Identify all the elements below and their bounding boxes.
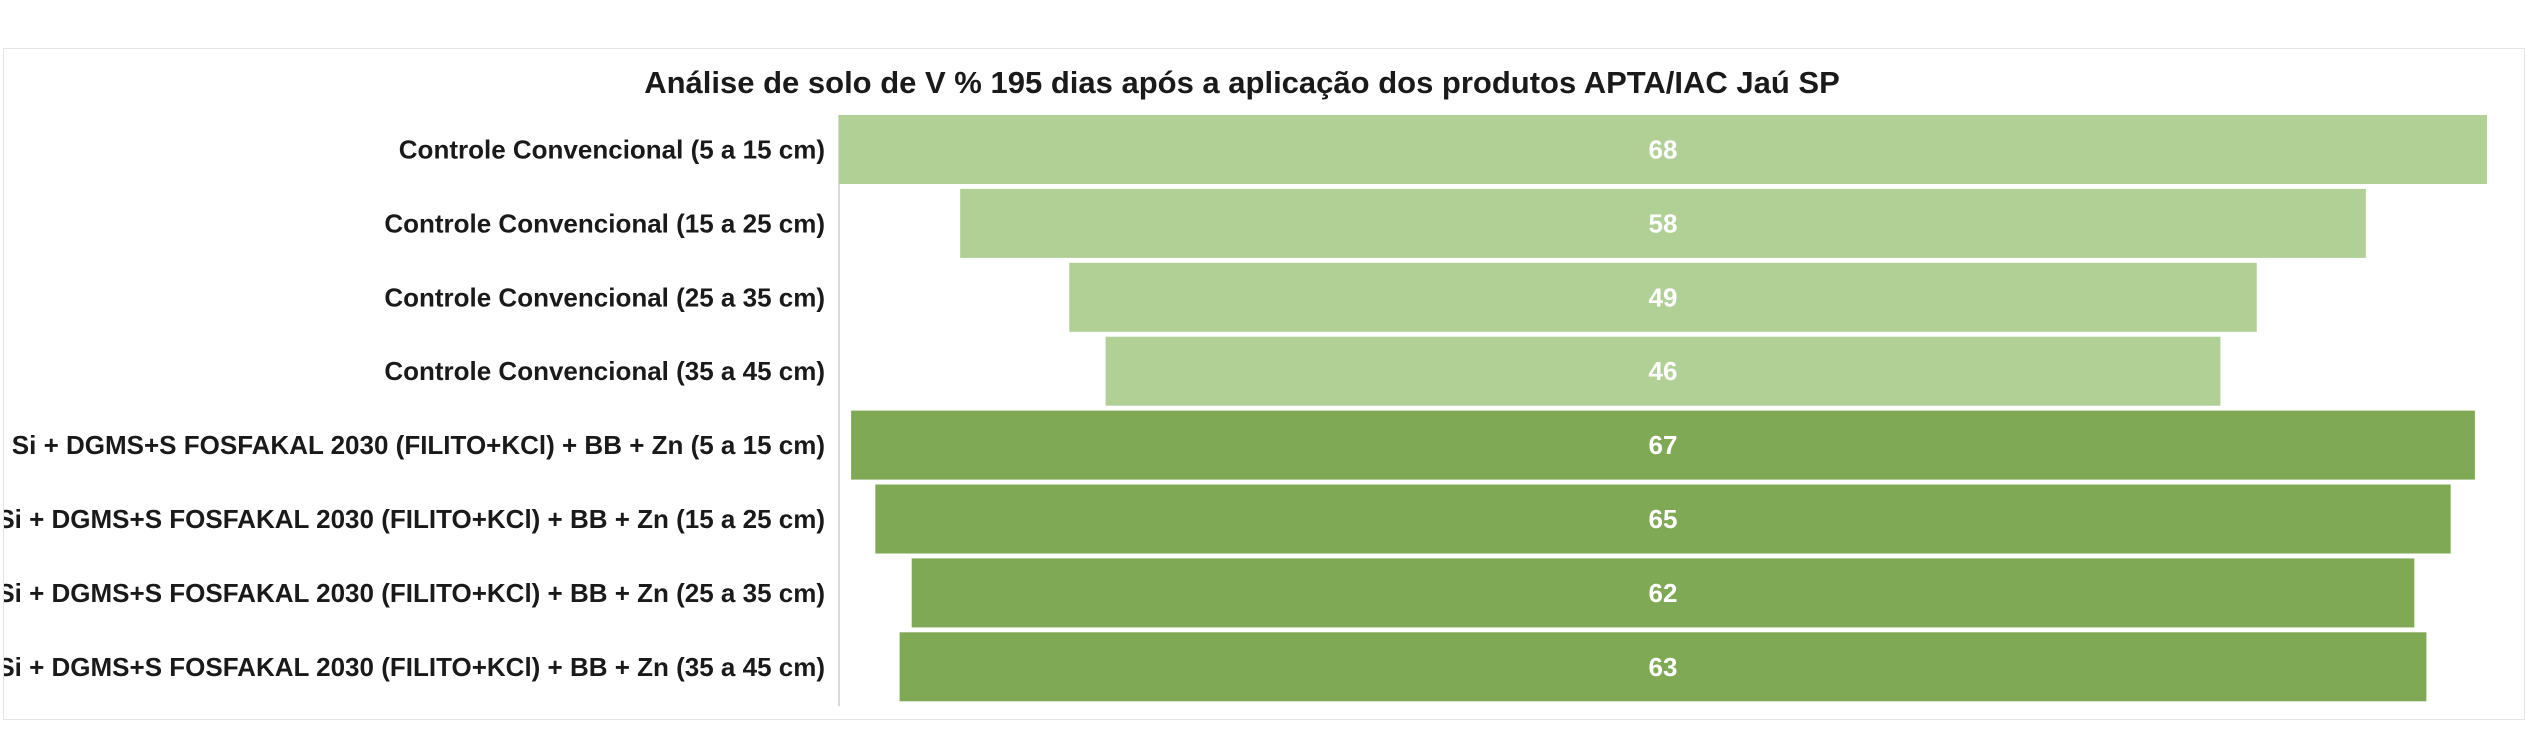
bar-value-label: 67 xyxy=(1649,430,1678,460)
category-tick-label: Controle Convencional (25 a 35 cm) xyxy=(384,282,825,312)
category-labels: Controle Convencional (5 a 15 cm) Control… xyxy=(4,135,825,682)
bar-value-label: 68 xyxy=(1649,135,1678,165)
bar-value-label: 49 xyxy=(1649,282,1678,312)
chart-frame: Análise de solo de V % 195 dias após a a… xyxy=(3,48,2525,720)
category-tick-label: Si + DGMS+S FOSFAKAL 2030 (FILITO+KCl) +… xyxy=(4,578,825,608)
category-tick-label: Si + DGMS+S FOSFAKAL 2030 (FILITO+KCl) +… xyxy=(12,430,825,460)
category-tick-label: Controle Convencional (5 a 15 cm) xyxy=(399,135,825,165)
bar-value-label: 63 xyxy=(1649,652,1678,682)
funnel-bar xyxy=(1069,262,2257,332)
funnel-chart: Análise de solo de V % 195 dias após a a… xyxy=(4,65,2487,707)
funnel-bar xyxy=(851,410,2475,480)
category-tick-label: Si + DGMS+S FOSFAKAL 2030 (FILITO+KCl) +… xyxy=(4,504,825,534)
bars-layer xyxy=(839,115,2487,702)
bar-value-label: 62 xyxy=(1649,578,1678,608)
funnel-bar xyxy=(1105,336,2221,406)
funnel-bar xyxy=(899,632,2427,702)
category-tick-label: Si + DGMS+S FOSFAKAL 2030 (FILITO+KCl) +… xyxy=(4,652,825,682)
chart-title: Análise de solo de V % 195 dias após a a… xyxy=(644,65,1840,100)
bar-value-label: 65 xyxy=(1649,504,1678,534)
bar-value-label: 46 xyxy=(1649,356,1678,386)
funnel-bar xyxy=(839,115,2487,184)
funnel-bar xyxy=(911,558,2415,628)
funnel-bar xyxy=(960,188,2366,258)
category-tick-label: Controle Convencional (15 a 25 cm) xyxy=(384,208,825,238)
funnel-bar xyxy=(875,484,2451,554)
category-tick-label: Controle Convencional (35 a 45 cm) xyxy=(384,356,825,386)
value-labels: 68 58 49 46 67 65 62 63 xyxy=(1649,135,1678,682)
bar-value-label: 58 xyxy=(1649,208,1678,238)
